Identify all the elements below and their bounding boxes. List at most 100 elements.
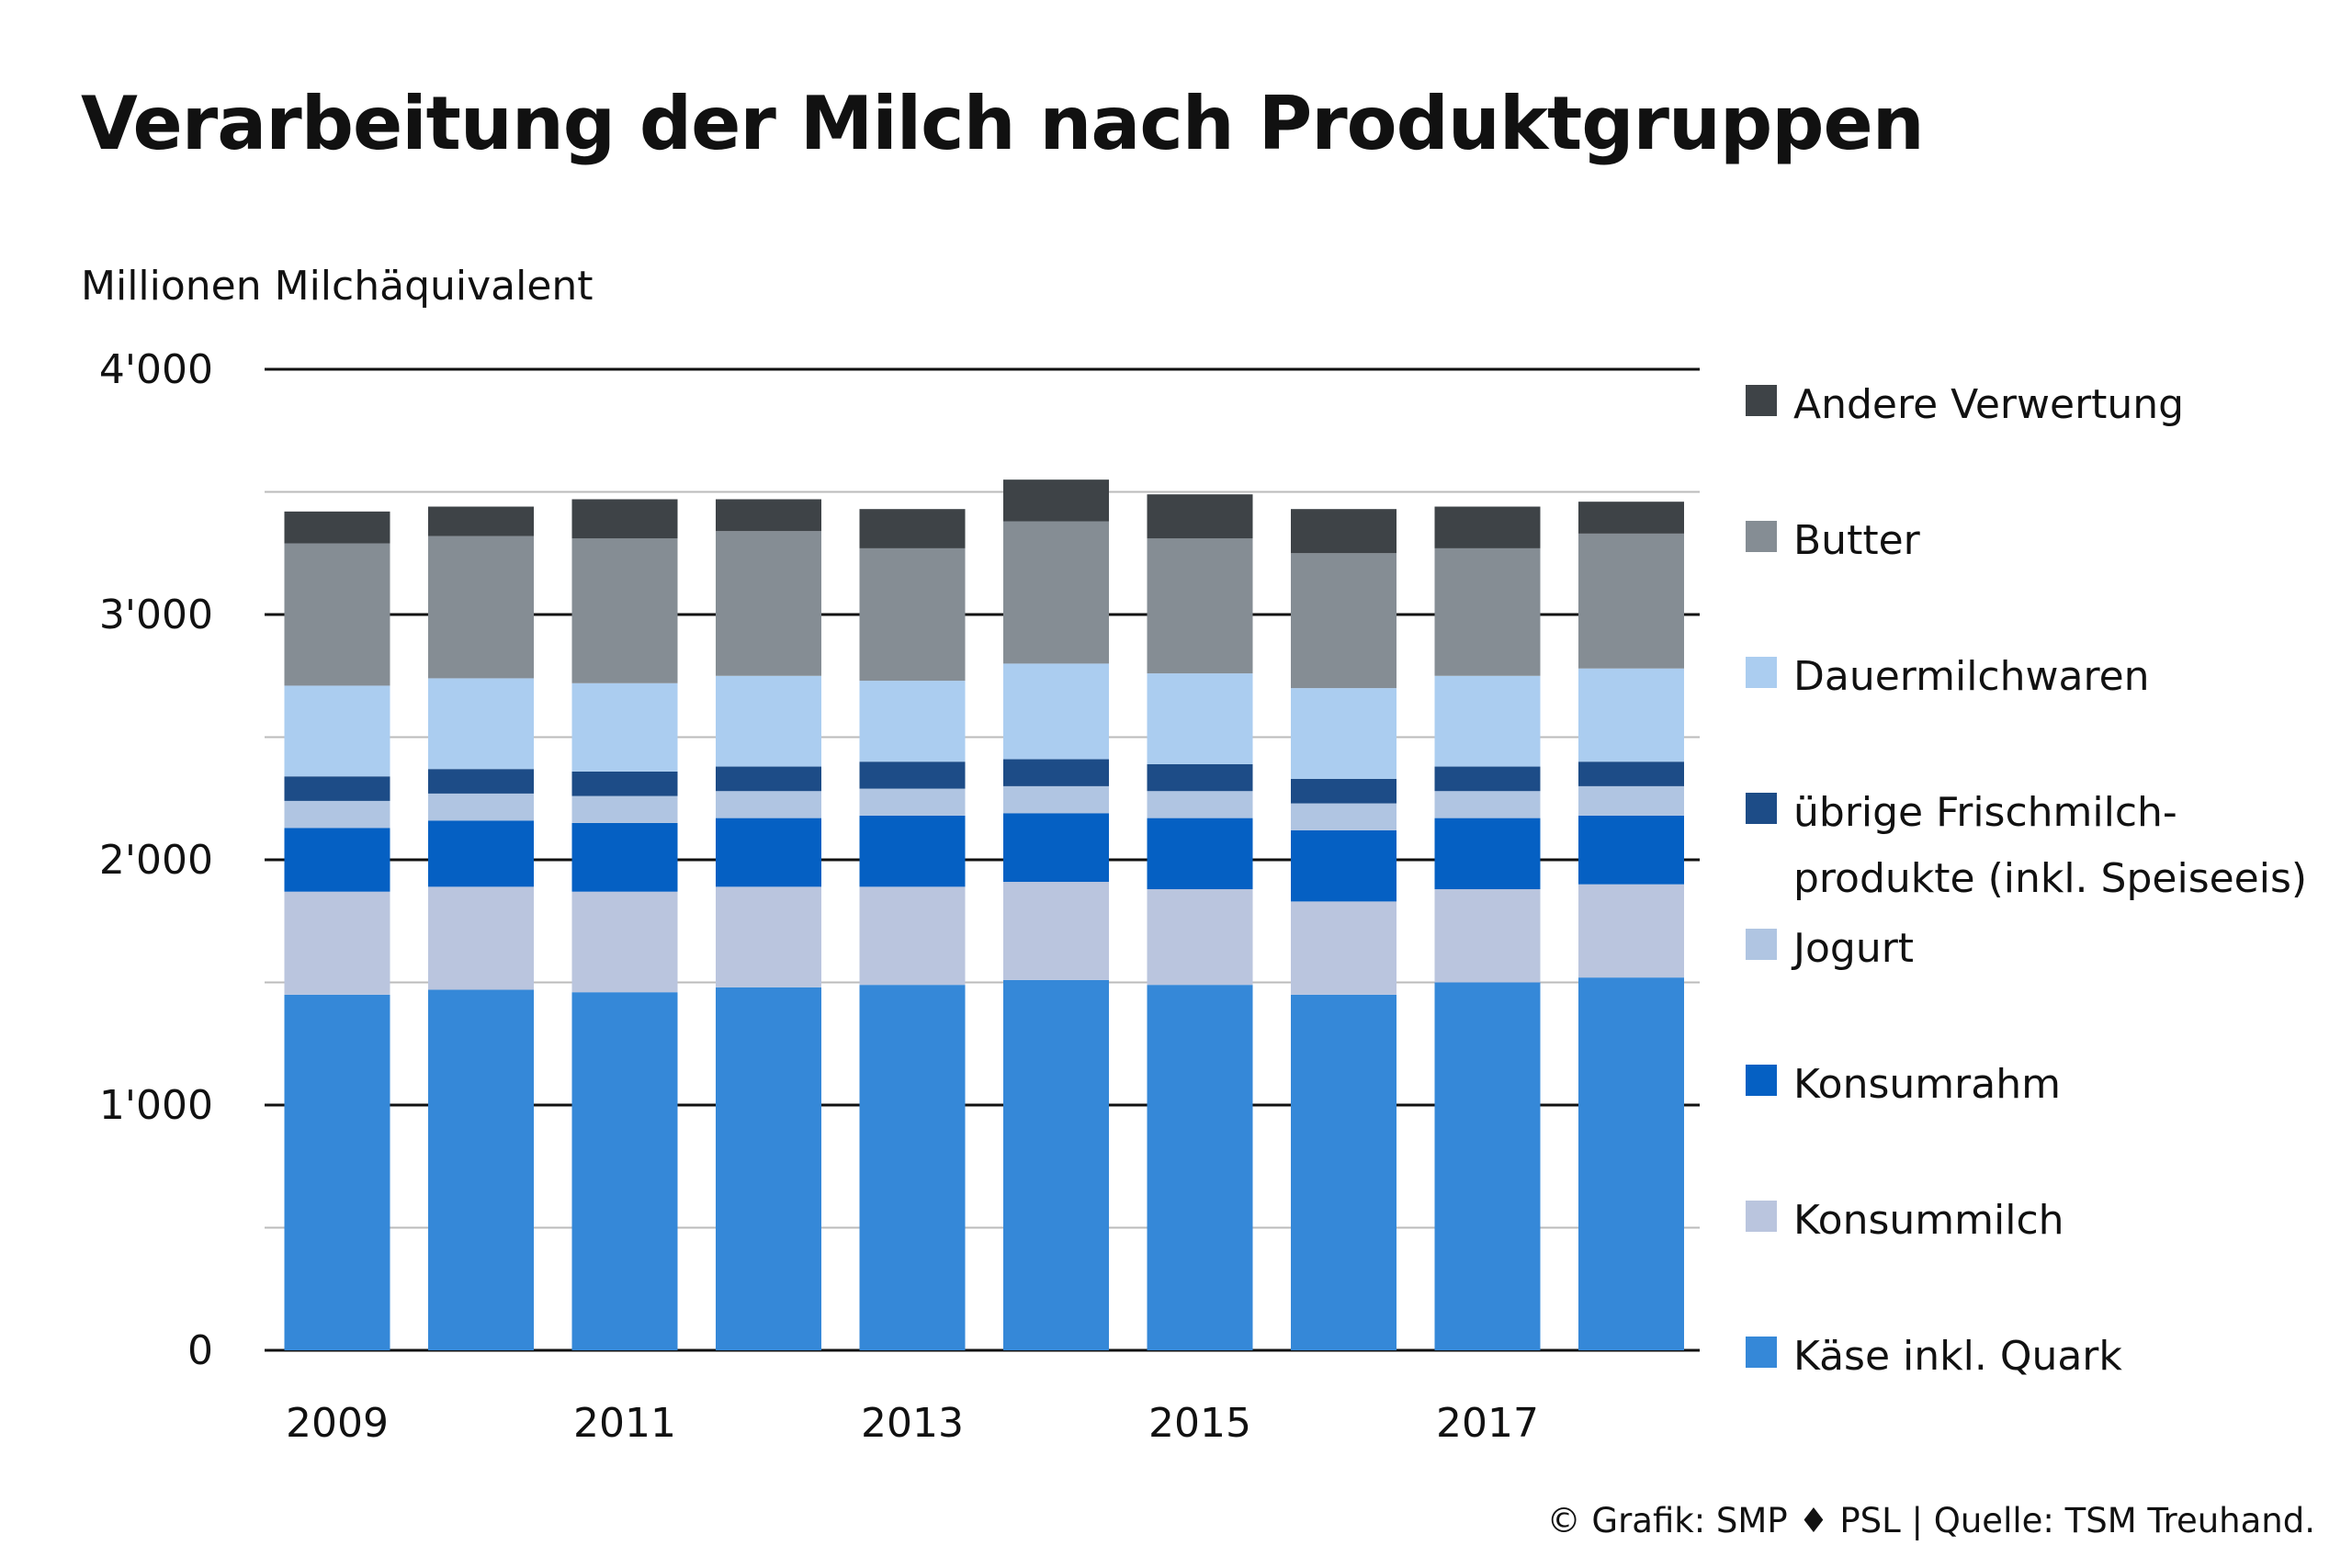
bar-segment [1003, 759, 1109, 786]
legend-label: Butter [1793, 517, 1920, 564]
bar-segment [1434, 982, 1541, 1350]
y-axis-label: Millionen Milchäquivalent [81, 263, 594, 310]
legend-label: Jogurt [1793, 925, 1915, 972]
bar-segment [571, 822, 678, 892]
bar-segment [284, 891, 390, 995]
bar-segment [284, 685, 390, 777]
bar-segment [1147, 791, 1253, 818]
bar-segment [428, 536, 534, 679]
bar-segment [1434, 766, 1541, 792]
bar-segment [859, 985, 966, 1350]
bar-segment [859, 815, 966, 887]
bar-segment [716, 499, 821, 532]
bar-segment [1003, 663, 1109, 760]
bar-segment [571, 891, 678, 993]
bar-segment [1291, 509, 1396, 554]
x-tick-label: 2011 [573, 1400, 676, 1447]
bar-segment [859, 547, 966, 682]
bar-segment [428, 793, 534, 821]
y-tick-label: 1'000 [99, 1082, 213, 1129]
legend-label: übrige Frischmilch-produkte (inkl. Speis… [1793, 789, 2308, 902]
legend-label: Konsummilch [1793, 1197, 2064, 1244]
bar-segment [1147, 763, 1253, 792]
legend-item: Käse inkl. Quark [1746, 1324, 2122, 1390]
bar-segment [428, 506, 534, 536]
x-tick-label: 2015 [1148, 1400, 1251, 1447]
legend-swatch [1746, 1201, 1777, 1232]
bar-segment [284, 828, 390, 892]
bar-segment [428, 989, 534, 1350]
bar-segment [428, 678, 534, 770]
x-tick-label: 2013 [861, 1400, 964, 1447]
legend-item: Dauermilchwaren [1746, 644, 2150, 710]
bar-segment [1434, 889, 1541, 983]
bar-segment [1003, 785, 1109, 814]
legend-swatch [1746, 929, 1777, 960]
y-tick-label: 4'000 [99, 346, 213, 393]
bar-segment [1434, 675, 1541, 767]
bar-segment [428, 886, 534, 990]
x-tick-label: 2009 [286, 1400, 389, 1447]
legend-item: Jogurt [1746, 916, 1914, 982]
bar-segment [1147, 494, 1253, 539]
bar-segment [1003, 979, 1109, 1350]
bar-segment [1434, 547, 1541, 676]
bar-segment [1434, 791, 1541, 818]
bar-segment [1291, 688, 1396, 779]
bar-segment [716, 818, 821, 887]
bar-segment [1147, 985, 1253, 1350]
bar-segment [1578, 815, 1684, 885]
x-tick-label: 2017 [1436, 1400, 1539, 1447]
legend-swatch [1746, 385, 1777, 416]
bar-segment [716, 675, 821, 767]
bar-segment [1291, 778, 1396, 804]
bar-segment [1147, 538, 1253, 674]
bar-segment [1434, 506, 1541, 548]
bar-segment [716, 531, 821, 676]
bar-segment [284, 543, 390, 686]
bar-segment [571, 771, 678, 796]
bar-segment [1003, 882, 1109, 980]
y-tick-label: 3'000 [99, 592, 213, 638]
bar-segment [428, 820, 534, 887]
bar-segment [284, 994, 390, 1350]
legend-label: Käse inkl. Quark [1793, 1333, 2122, 1380]
bar-segment [1003, 813, 1109, 883]
bar-segment [1291, 829, 1396, 902]
legend-item: Konsumrahm [1746, 1052, 2061, 1118]
bar-segment [571, 992, 678, 1350]
bar-segment [1434, 818, 1541, 890]
bar-segment [284, 776, 390, 801]
bar-segment [859, 509, 966, 548]
bar-segment [571, 538, 678, 683]
legend-swatch [1746, 521, 1777, 552]
bar-segment [716, 766, 821, 792]
legend-swatch [1746, 1337, 1777, 1368]
legend-item: übrige Frischmilch-produkte (inkl. Speis… [1746, 780, 2307, 912]
legend-item: Butter [1746, 508, 1920, 574]
bar-segment [284, 800, 390, 829]
legend-label: Konsumrahm [1793, 1061, 2061, 1108]
bar-segment [1578, 785, 1684, 816]
bar-segment [1003, 521, 1109, 664]
legend-swatch [1746, 657, 1777, 688]
bar-segment [1578, 502, 1684, 534]
bar-segment [1291, 553, 1396, 689]
bar-segment [716, 886, 821, 987]
axis-labels: 0 1'000 2'000 3'000 4'000 2009 2011 2013 2015 201… [99, 346, 1539, 1447]
bar-segment [1578, 977, 1684, 1350]
bar-segment [428, 769, 534, 794]
bar-segment [1147, 889, 1253, 986]
bar-segment [716, 791, 821, 818]
legend-label: Andere Verwertung [1793, 381, 2185, 428]
bar-segment [1147, 818, 1253, 890]
bar-segment [1291, 901, 1396, 995]
bar-segment [1003, 479, 1109, 522]
chart-title: Verarbeitung der Milch nach Produktgrupp… [81, 81, 1925, 166]
legend-swatch [1746, 1065, 1777, 1096]
y-tick-label: 2'000 [99, 837, 213, 884]
bar-segment [1147, 673, 1253, 764]
legend-item: Konsummilch [1746, 1188, 2064, 1254]
